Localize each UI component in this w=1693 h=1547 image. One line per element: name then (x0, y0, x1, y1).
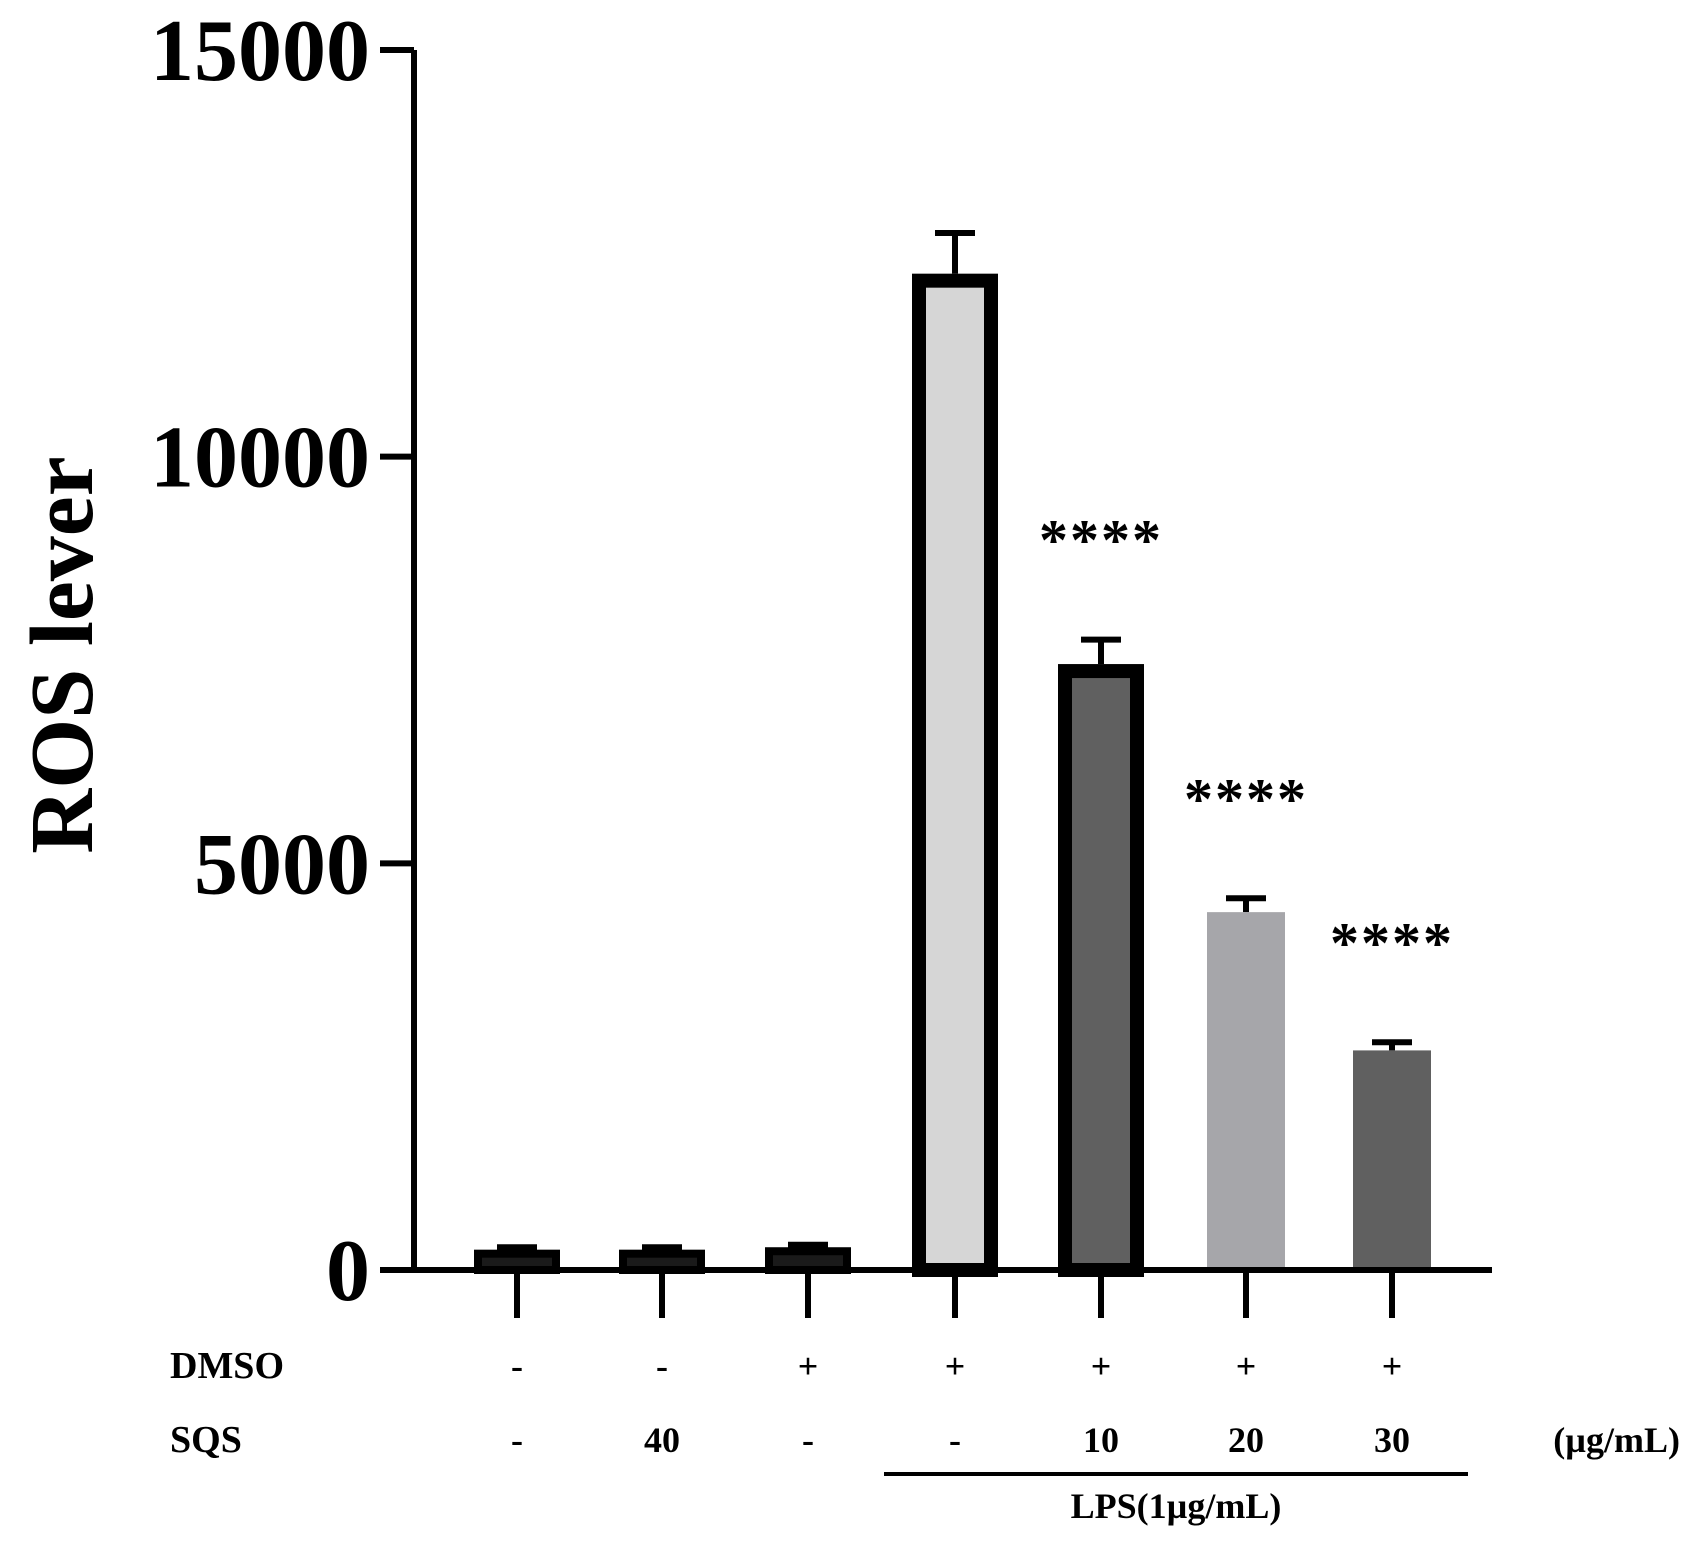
bar-4 (912, 273, 998, 1277)
y-tick-label-15000: 15000 (150, 3, 370, 100)
cell-sqs-5: 10 (1083, 1420, 1119, 1460)
significance-label-7: **** (1330, 910, 1454, 975)
significance-label-5: **** (1039, 508, 1163, 573)
cell-dmso-6: + (1236, 1346, 1257, 1386)
bars-layer: **** **** **** (474, 230, 1454, 1277)
cell-dmso-1: - (511, 1346, 523, 1386)
bar-6 (1207, 912, 1285, 1270)
unit-label: (µg/mL) (1553, 1420, 1680, 1460)
row-label-sqs: SQS (170, 1419, 242, 1461)
cell-sqs-4: - (949, 1420, 961, 1460)
y-tick-label-0: 0 (326, 1223, 370, 1320)
cell-dmso-4: + (945, 1346, 966, 1386)
cell-sqs-2: 40 (644, 1420, 680, 1460)
axes-layer: 0 5000 10000 15000 (150, 3, 1492, 1320)
cell-sqs-6: 20 (1228, 1420, 1264, 1460)
bar-5 (1058, 664, 1144, 1277)
treatment-table: DMSO - - + + + + + SQS - 40 - - 10 20 30 (µg/mL) LPS(1µg/… (170, 1345, 1680, 1526)
cell-dmso-3: + (798, 1346, 819, 1386)
cell-dmso-5: + (1091, 1346, 1112, 1386)
significance-label-6: **** (1184, 766, 1308, 831)
y-tick-label-5000: 5000 (194, 816, 370, 913)
bar-7 (1353, 1050, 1431, 1270)
cell-dmso-2: - (656, 1346, 668, 1386)
y-tick-label-10000: 10000 (150, 410, 370, 507)
row-label-dmso: DMSO (170, 1345, 284, 1387)
cell-sqs-1: - (511, 1420, 523, 1460)
lps-group-label: LPS(1µg/mL) (1071, 1486, 1282, 1526)
cell-sqs-3: - (802, 1420, 814, 1460)
y-axis-label: ROS lever (13, 456, 112, 853)
cell-dmso-7: + (1382, 1346, 1403, 1386)
cell-sqs-7: 30 (1374, 1420, 1410, 1460)
